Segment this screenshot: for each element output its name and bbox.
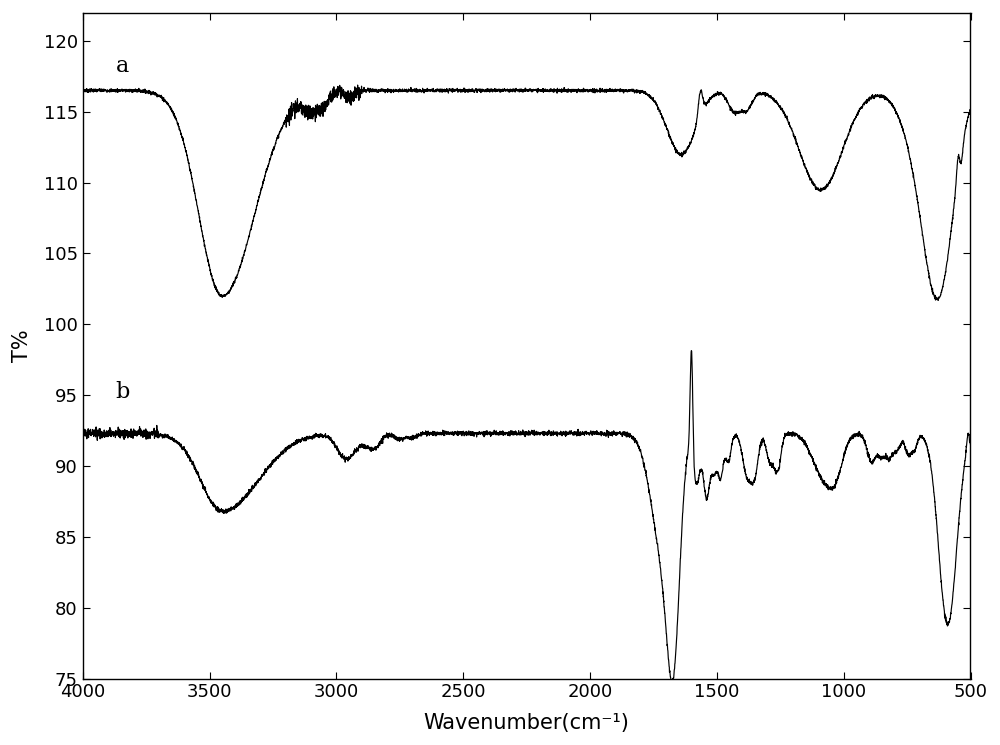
Y-axis label: T%: T% (12, 329, 32, 362)
Text: a: a (116, 55, 129, 77)
Text: b: b (116, 381, 130, 403)
X-axis label: Wavenumber(cm⁻¹): Wavenumber(cm⁻¹) (424, 712, 630, 732)
